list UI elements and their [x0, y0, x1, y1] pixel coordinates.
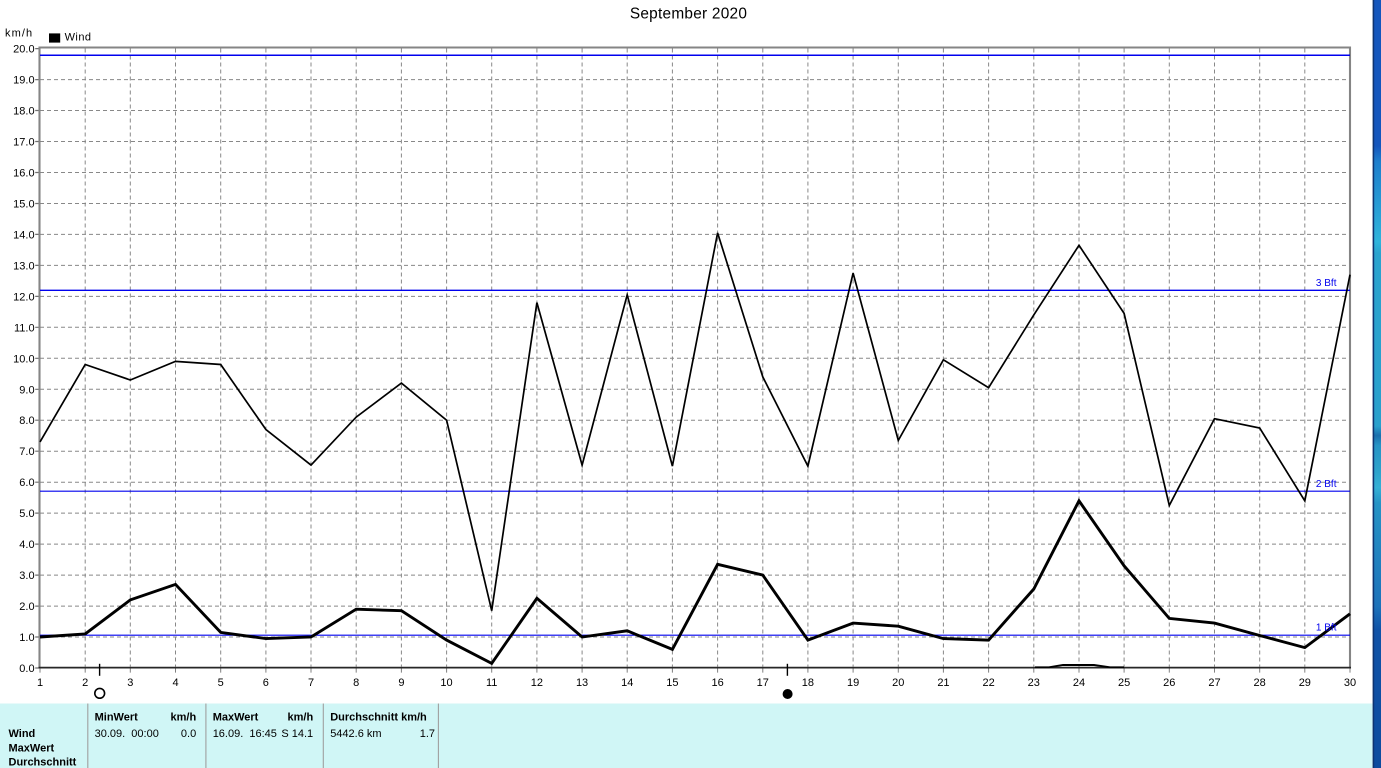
svg-text:14: 14: [621, 677, 633, 689]
svg-text:27: 27: [1208, 677, 1220, 689]
svg-text:30.09. 00:00: 30.09. 00:00: [95, 728, 159, 740]
svg-text:13: 13: [576, 677, 588, 689]
svg-text:2 Bft: 2 Bft: [1316, 479, 1337, 490]
svg-text:5442.6 km: 5442.6 km: [330, 728, 381, 740]
svg-text:19.0: 19.0: [13, 75, 34, 87]
svg-text:30: 30: [1344, 677, 1356, 689]
svg-text:23: 23: [1028, 677, 1040, 689]
svg-text:17: 17: [757, 677, 769, 689]
svg-text:6: 6: [263, 677, 269, 689]
svg-text:1.0: 1.0: [19, 632, 34, 644]
svg-text:0.0: 0.0: [19, 663, 34, 675]
svg-text:km/h: km/h: [288, 711, 314, 723]
svg-text:6.0: 6.0: [19, 477, 34, 489]
svg-text:16.09. 16:45: 16.09. 16:45: [213, 728, 277, 740]
svg-text:Durchschnitt: Durchschnitt: [9, 756, 77, 768]
svg-text:3 Bft: 3 Bft: [1316, 278, 1337, 289]
svg-text:25: 25: [1118, 677, 1130, 689]
svg-text:9.0: 9.0: [19, 384, 34, 396]
svg-text:2: 2: [82, 677, 88, 689]
svg-text:17.0: 17.0: [13, 137, 34, 149]
svg-text:20.0: 20.0: [13, 44, 34, 56]
svg-text:19: 19: [847, 677, 859, 689]
svg-text:28: 28: [1254, 677, 1266, 689]
svg-text:9: 9: [398, 677, 404, 689]
svg-text:km/h: km/h: [5, 28, 33, 40]
svg-text:22: 22: [982, 677, 994, 689]
svg-text:15.0: 15.0: [13, 198, 34, 210]
svg-text:12: 12: [531, 677, 543, 689]
svg-text:3: 3: [127, 677, 133, 689]
svg-text:MaxWert: MaxWert: [213, 711, 259, 723]
svg-text:15: 15: [666, 677, 678, 689]
svg-text:12.0: 12.0: [13, 291, 34, 303]
svg-text:MinWert: MinWert: [95, 711, 139, 723]
svg-text:11: 11: [486, 677, 497, 689]
svg-text:1: 1: [37, 677, 43, 689]
svg-text:7.0: 7.0: [19, 446, 34, 458]
svg-text:4: 4: [172, 677, 178, 689]
svg-text:10: 10: [440, 677, 452, 689]
svg-text:10.0: 10.0: [13, 353, 34, 365]
svg-text:16: 16: [711, 677, 723, 689]
svg-text:3.0: 3.0: [19, 570, 34, 582]
svg-text:8: 8: [353, 677, 359, 689]
svg-text:7: 7: [308, 677, 314, 689]
svg-text:2.0: 2.0: [19, 601, 34, 613]
svg-text:5.0: 5.0: [19, 508, 34, 520]
svg-text:20: 20: [892, 677, 904, 689]
svg-text:14.0: 14.0: [13, 229, 34, 241]
svg-text:1.7: 1.7: [420, 728, 435, 740]
svg-text:MaxWert: MaxWert: [9, 742, 55, 754]
svg-text:8.0: 8.0: [19, 415, 34, 427]
svg-text:18: 18: [802, 677, 814, 689]
svg-text:5: 5: [218, 677, 224, 689]
svg-text:26: 26: [1163, 677, 1175, 689]
svg-text:16.0: 16.0: [13, 167, 34, 179]
svg-text:4.0: 4.0: [19, 539, 34, 551]
svg-text:1 Bft: 1 Bft: [1316, 623, 1337, 634]
svg-text:S 14.1: S 14.1: [281, 728, 313, 740]
svg-text:0.0: 0.0: [181, 728, 196, 740]
svg-text:29: 29: [1299, 677, 1311, 689]
svg-text:Wind: Wind: [9, 728, 36, 740]
svg-text:13.0: 13.0: [13, 260, 34, 272]
svg-text:11.0: 11.0: [14, 322, 35, 334]
svg-text:km/h: km/h: [171, 711, 197, 723]
svg-text:Wind: Wind: [65, 31, 92, 43]
svg-text:24: 24: [1073, 677, 1085, 689]
svg-text:Durchschnitt km/h: Durchschnitt km/h: [330, 711, 427, 723]
svg-text:September 2020: September 2020: [630, 5, 747, 22]
svg-text:21: 21: [937, 677, 949, 689]
svg-text:18.0: 18.0: [13, 106, 34, 118]
